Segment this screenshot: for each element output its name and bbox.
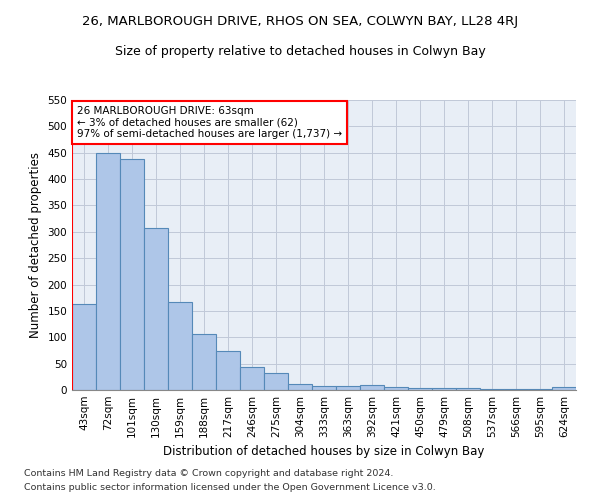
Bar <box>336 386 360 390</box>
Text: Contains HM Land Registry data © Crown copyright and database right 2024.: Contains HM Land Registry data © Crown c… <box>24 468 394 477</box>
Bar <box>144 228 168 390</box>
Bar <box>552 388 576 390</box>
Bar <box>120 159 144 390</box>
Text: Size of property relative to detached houses in Colwyn Bay: Size of property relative to detached ho… <box>115 45 485 58</box>
X-axis label: Distribution of detached houses by size in Colwyn Bay: Distribution of detached houses by size … <box>163 446 485 458</box>
Y-axis label: Number of detached properties: Number of detached properties <box>29 152 42 338</box>
Bar <box>192 334 216 390</box>
Bar <box>480 389 504 390</box>
Bar <box>456 388 480 390</box>
Text: Contains public sector information licensed under the Open Government Licence v3: Contains public sector information licen… <box>24 484 436 492</box>
Bar <box>168 302 192 390</box>
Bar <box>288 384 312 390</box>
Bar <box>96 152 120 390</box>
Bar <box>408 388 432 390</box>
Bar <box>312 386 336 390</box>
Bar <box>432 388 456 390</box>
Text: 26 MARLBOROUGH DRIVE: 63sqm
← 3% of detached houses are smaller (62)
97% of semi: 26 MARLBOROUGH DRIVE: 63sqm ← 3% of deta… <box>77 106 342 139</box>
Bar <box>240 368 264 390</box>
Bar <box>360 386 384 390</box>
Bar <box>384 388 408 390</box>
Bar <box>216 351 240 390</box>
Bar <box>264 373 288 390</box>
Text: 26, MARLBOROUGH DRIVE, RHOS ON SEA, COLWYN BAY, LL28 4RJ: 26, MARLBOROUGH DRIVE, RHOS ON SEA, COLW… <box>82 15 518 28</box>
Bar <box>72 304 96 390</box>
